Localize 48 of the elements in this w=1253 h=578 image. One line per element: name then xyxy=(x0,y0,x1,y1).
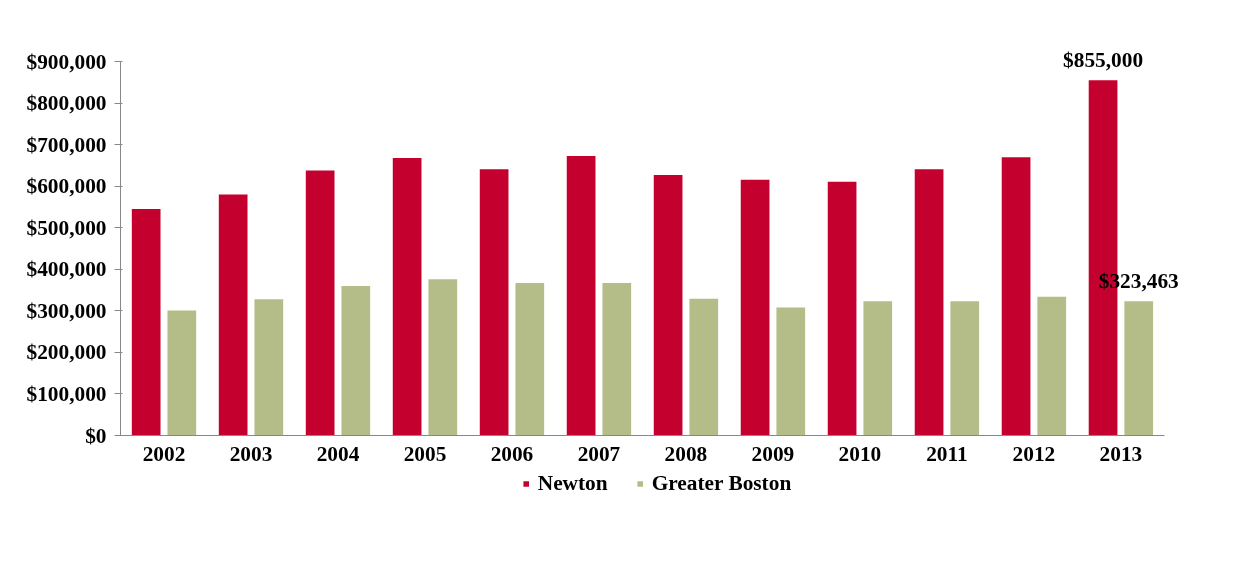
bar xyxy=(479,169,509,436)
x-tick-label: 2012 xyxy=(1012,441,1056,466)
y-tick-label: $800,000 xyxy=(26,91,107,116)
bar xyxy=(1037,296,1067,436)
y-tick-label: $400,000 xyxy=(26,257,107,282)
x-tick-label: 2010 xyxy=(838,441,882,466)
legend-label: Greater Boston xyxy=(651,470,792,496)
x-tick-label: 2004 xyxy=(316,441,360,466)
bar xyxy=(305,170,335,436)
y-tick-label: $500,000 xyxy=(26,215,107,240)
x-tick-label: 2006 xyxy=(490,441,534,466)
x-tick-label: 2005 xyxy=(403,441,447,466)
bar xyxy=(653,175,683,436)
bar xyxy=(131,209,161,436)
bar xyxy=(740,179,770,436)
x-tick-label: 2003 xyxy=(229,441,273,466)
bar xyxy=(863,301,893,436)
y-tick-label: $700,000 xyxy=(26,132,107,157)
bar xyxy=(950,301,980,436)
data-label: $855,000 xyxy=(1063,48,1144,73)
y-tick-label: $300,000 xyxy=(26,298,107,323)
bar xyxy=(566,155,596,436)
y-tick-label: $900,000 xyxy=(26,49,107,74)
y-tick-label: $0 xyxy=(85,423,107,448)
y-tick-label: $600,000 xyxy=(26,174,107,199)
legend-label: Newton xyxy=(537,470,608,496)
bar xyxy=(392,158,422,436)
x-tick-label: 2002 xyxy=(142,441,186,466)
bar xyxy=(1001,157,1031,436)
bar xyxy=(689,298,719,436)
x-tick-label: 2007 xyxy=(577,441,621,466)
x-tick-label: 2013 xyxy=(1099,441,1143,466)
bar xyxy=(515,283,545,436)
bar xyxy=(827,181,857,436)
bar xyxy=(1124,301,1154,436)
y-tick-label: $100,000 xyxy=(26,381,107,406)
y-tick-label: $200,000 xyxy=(26,340,107,365)
x-tick-label: 2008 xyxy=(664,441,708,466)
bar xyxy=(254,299,284,436)
bar xyxy=(167,310,197,436)
x-tick-label: 2009 xyxy=(751,441,795,466)
bar xyxy=(776,307,806,436)
bar xyxy=(428,279,458,436)
bar xyxy=(218,194,248,436)
bar xyxy=(602,283,632,436)
x-tick-label: 2011 xyxy=(926,441,968,466)
bar xyxy=(341,285,371,436)
bar xyxy=(914,169,944,436)
